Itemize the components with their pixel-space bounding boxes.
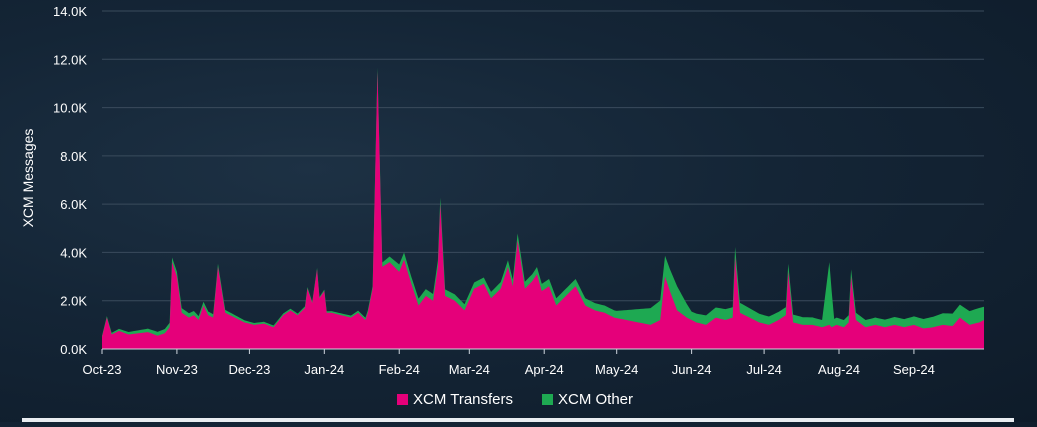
area-xcm-transfers [102,71,984,350]
x-tick-label: Apr-24 [525,362,564,377]
y-tick-labels: 0.0K 2.0K 4.0K 6.0K 8.0K 10.0K 12.0K 14.0K [53,4,87,357]
x-tick-label: Dec-23 [228,362,270,377]
x-tick-label: Jun-24 [672,362,712,377]
x-tick-label: Aug-24 [818,362,860,377]
x-tick-labels: Oct-23 Nov-23 Dec-23 Jan-24 Feb-24 Mar-24 Apr-… [82,349,935,377]
stacked-areas [102,67,984,350]
legend-swatch-xcm-other [542,394,553,405]
x-tick-label: Jul-24 [746,362,781,377]
x-tick-label: Mar-24 [449,362,490,377]
y-tick-label: 8.0K [60,149,87,164]
y-tick-label: 14.0K [53,4,87,19]
y-tick-label: 10.0K [53,101,87,116]
x-tick-label: Oct-23 [82,362,121,377]
legend: XCM Transfers XCM Other [397,391,633,408]
y-tick-label: 2.0K [60,294,87,309]
x-tick-label: Sep-24 [893,362,935,377]
x-tick-label: Jan-24 [304,362,344,377]
y-tick-label: 0.0K [60,342,87,357]
x-tick-label: May-24 [595,362,638,377]
y-axis-label: XCM Messages [20,129,36,228]
y-tick-label: 4.0K [60,245,87,260]
bottom-divider [22,418,1014,422]
grid-lines [102,10,984,302]
legend-label-xcm-other: XCM Other [558,391,633,408]
y-tick-label: 12.0K [53,52,87,67]
x-tick-label: Nov-23 [156,362,198,377]
legend-swatch-xcm-transfers [397,394,408,405]
x-tick-label: Feb-24 [379,362,420,377]
legend-label-xcm-transfers: XCM Transfers [413,391,513,408]
y-tick-label: 6.0K [60,197,87,212]
